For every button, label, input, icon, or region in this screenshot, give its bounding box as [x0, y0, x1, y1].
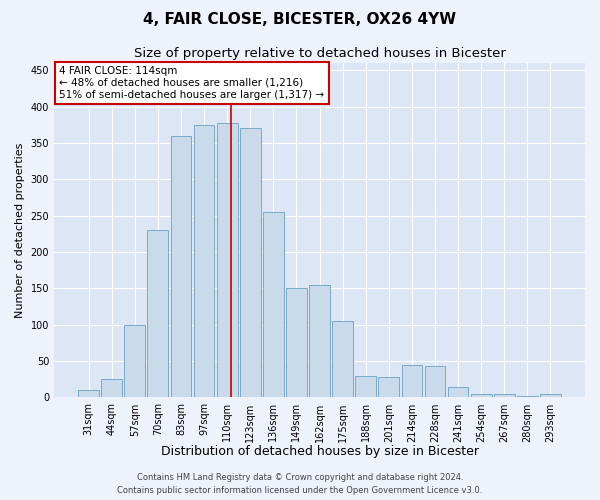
Bar: [78, 390, 99, 398]
Bar: [148, 230, 168, 398]
Bar: [170, 136, 191, 398]
X-axis label: Distribution of detached houses by size in Bicester: Distribution of detached houses by size …: [161, 444, 479, 458]
Bar: [540, 394, 561, 398]
Bar: [286, 288, 307, 398]
Bar: [332, 321, 353, 398]
Text: Contains HM Land Registry data © Crown copyright and database right 2024.
Contai: Contains HM Land Registry data © Crown c…: [118, 474, 482, 495]
Bar: [217, 122, 238, 398]
Bar: [309, 285, 330, 398]
Bar: [517, 396, 538, 398]
Bar: [124, 325, 145, 398]
Title: Size of property relative to detached houses in Bicester: Size of property relative to detached ho…: [134, 48, 505, 60]
Bar: [194, 125, 214, 398]
Bar: [425, 366, 445, 398]
Bar: [401, 365, 422, 398]
Bar: [240, 128, 260, 398]
Bar: [379, 377, 399, 398]
Bar: [448, 386, 469, 398]
Bar: [494, 394, 515, 398]
Y-axis label: Number of detached properties: Number of detached properties: [15, 142, 25, 318]
Text: 4, FAIR CLOSE, BICESTER, OX26 4YW: 4, FAIR CLOSE, BICESTER, OX26 4YW: [143, 12, 457, 28]
Bar: [263, 212, 284, 398]
Bar: [101, 380, 122, 398]
Bar: [471, 394, 491, 398]
Text: 4 FAIR CLOSE: 114sqm
← 48% of detached houses are smaller (1,216)
51% of semi-de: 4 FAIR CLOSE: 114sqm ← 48% of detached h…: [59, 66, 325, 100]
Bar: [355, 376, 376, 398]
